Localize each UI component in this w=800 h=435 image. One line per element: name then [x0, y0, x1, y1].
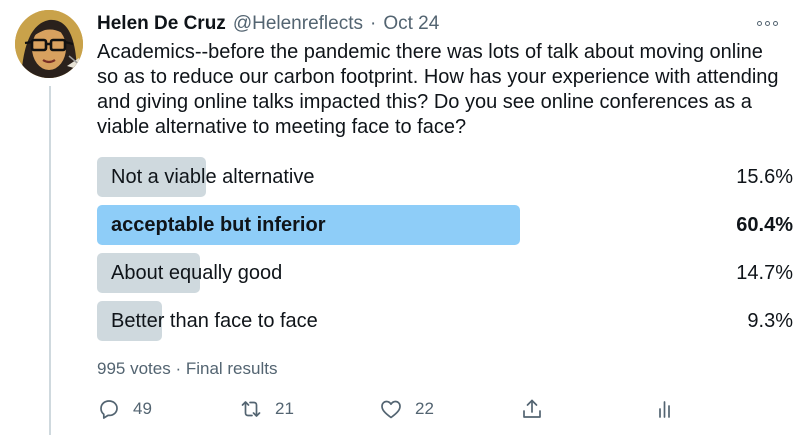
retweet-button[interactable]: 21 [239, 394, 294, 424]
poll-option-label: acceptable but inferior [111, 214, 326, 236]
poll: Not a viable alternative 15.6% acceptable … [97, 156, 797, 348]
more-options-icon[interactable] [752, 14, 782, 32]
poll-option-bar [97, 157, 206, 197]
share-icon [523, 399, 541, 418]
poll-option-label: Not a viable alternative [111, 166, 315, 188]
retweet-icon [241, 401, 261, 417]
poll-option: Better than face to face 9.3% [97, 300, 797, 341]
poll-option: acceptable but inferior 60.4% [97, 204, 797, 245]
author-name[interactable]: Helen De Cruz [97, 13, 226, 34]
author-handle[interactable]: @Helenreflects [232, 13, 363, 34]
header-separator: · [369, 13, 377, 34]
poll-option-percent: 14.7% [736, 262, 793, 284]
poll-option-bar [97, 301, 162, 341]
action-bar: 49 21 22 [97, 394, 697, 424]
poll-option-percent: 9.3% [747, 310, 793, 332]
like-count: 22 [415, 399, 434, 418]
share-button[interactable] [520, 394, 544, 424]
poll-option-percent: 60.4% [736, 214, 793, 236]
analytics-icon [659, 401, 670, 418]
poll-option-percent: 15.6% [736, 166, 793, 188]
avatar-image [15, 10, 83, 78]
analytics-button[interactable] [654, 394, 678, 424]
tweet-header: Helen De Cruz @Helenreflects · Oct 24 [97, 13, 439, 41]
poll-option-bar [97, 205, 520, 245]
poll-summary: 995 votes · Final results [97, 359, 278, 378]
reply-button[interactable]: 49 [97, 394, 152, 424]
poll-option-bar [97, 253, 200, 293]
poll-option: About equally good 14.7% [97, 252, 797, 293]
reply-icon [100, 400, 118, 419]
tweet-date[interactable]: Oct 24 [383, 13, 440, 34]
thread-line [49, 86, 51, 435]
poll-option-label: Better than face to face [111, 310, 318, 332]
reply-count: 49 [133, 399, 152, 418]
like-button[interactable]: 22 [379, 394, 434, 424]
poll-option-label: About equally good [111, 262, 283, 284]
heart-icon [381, 400, 401, 419]
avatar[interactable] [15, 10, 83, 78]
retweet-count: 21 [275, 399, 294, 418]
tweet-text: Academics--before the pandemic there was… [97, 41, 779, 138]
poll-option: Not a viable alternative 15.6% [97, 156, 797, 197]
